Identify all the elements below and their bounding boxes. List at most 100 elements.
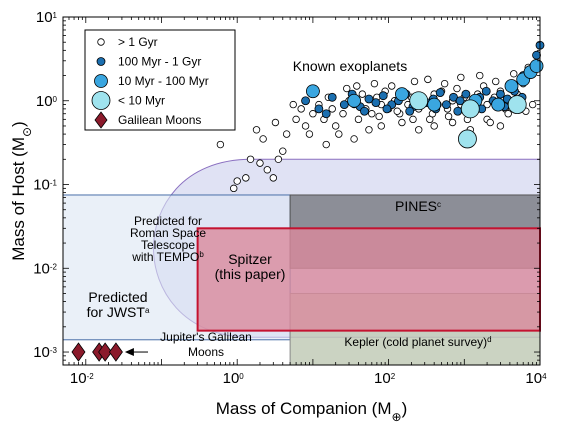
y-axis-label: Mass of Host (M⊙) [9, 121, 34, 260]
y-tick-label: 10-2 [33, 260, 57, 277]
exoplanet-point [415, 126, 423, 134]
label-pines: PINESc [395, 198, 441, 214]
x-tick-label: 10-2 [70, 370, 94, 387]
legend-label: > 1 Gyr [118, 35, 158, 49]
exoplanet-point [364, 94, 374, 104]
legend-label: 10 Myr - 100 Myr [118, 74, 209, 88]
exoplanet-point [424, 75, 432, 84]
exoplanet-point [309, 110, 317, 118]
legend-marker [97, 38, 105, 46]
exoplanet-point [322, 140, 330, 149]
exoplanet-point [448, 118, 457, 127]
y-tick-label: 10-3 [33, 344, 57, 361]
exoplanet-point [375, 112, 383, 121]
x-tick-label: 100 [223, 370, 245, 387]
exoplanet-point [370, 79, 379, 88]
exoplanet-point [269, 174, 278, 182]
exoplanet-point [282, 130, 291, 138]
exoplanet-point [455, 96, 465, 106]
exoplanet-point [358, 90, 367, 98]
legend-marker [91, 91, 111, 110]
exoplanet-point [289, 100, 297, 109]
label-roman: Predicted for Roman Space Telescope with TE… [130, 214, 206, 264]
exoplanet-point [492, 77, 500, 86]
exoplanet-point [528, 100, 537, 109]
exoplanet-point [256, 159, 264, 167]
y-tick-label: 10-1 [33, 177, 57, 194]
exoplanet-point [444, 112, 453, 121]
points-layer [71, 40, 545, 362]
exoplanet-point [529, 59, 544, 73]
exoplanet-point [491, 97, 506, 112]
exoplanet-point [242, 174, 250, 182]
galilean-moon-point [98, 342, 113, 362]
exoplanet-point [365, 126, 373, 134]
exoplanet-point [496, 122, 505, 130]
exoplanet-point [405, 106, 415, 116]
exoplanet-point [368, 110, 376, 118]
exoplanet-point [360, 106, 369, 116]
exoplanet-point [292, 115, 300, 124]
exoplanet-point [460, 99, 480, 119]
label-kepler: Kepler (cold planet survey)d [344, 335, 491, 350]
exoplanet-point [453, 106, 463, 116]
exoplanet-point [321, 109, 331, 119]
exoplanet-point [328, 105, 336, 113]
exoplanet-point [339, 110, 347, 118]
exoplanet-point [409, 115, 417, 124]
legend-box [84, 29, 236, 131]
galilean-moon-point [71, 342, 86, 362]
exoplanet-point [377, 122, 385, 130]
x-tick-label: 102 [374, 370, 396, 387]
label-known-exoplanets: Known exoplanets [293, 58, 407, 74]
exoplanet-point [354, 115, 363, 124]
exoplanet-point [457, 73, 465, 82]
legend: > 1 Gyr 100 Myr - 1 Gyr 10 Myr - 100 Myr < … [84, 29, 236, 131]
x-axis-label: Mass of Companion (M⊕) [216, 399, 407, 424]
label-spitzer: Spitzer (this paper) [215, 251, 286, 282]
exoplanet-point [430, 122, 438, 130]
exoplanet-point [371, 98, 381, 108]
exoplanet-point [297, 105, 305, 113]
exoplanet-point [440, 79, 449, 88]
exoplanet-point [271, 118, 280, 127]
labels-layer: Predicted for Roman Space Telescope with TE… [87, 58, 492, 359]
exoplanet-point [274, 155, 283, 163]
x-tick-label: 104 [525, 370, 547, 387]
exoplanet-point [532, 50, 541, 60]
label-jwst: Predicted for JWSTa [87, 289, 150, 320]
exoplanet-point [216, 140, 225, 149]
exoplanet-point [305, 84, 320, 99]
exoplanet-point [347, 93, 361, 108]
exoplanet-point [504, 79, 519, 93]
exoplanet-point [314, 104, 324, 114]
exoplanet-point [230, 184, 238, 193]
exoplanet-point [496, 89, 505, 99]
exoplanet-point [461, 89, 471, 99]
exoplanet-point [441, 100, 451, 109]
galilean-moon-point [108, 342, 123, 362]
exoplanet-point [395, 87, 409, 102]
exoplanet-point [393, 107, 401, 115]
region-spitzer [196, 227, 542, 332]
exoplanet-point [246, 155, 255, 163]
exoplanet-point [435, 88, 445, 98]
legend-label: < 10 Myr [118, 94, 165, 108]
y-tick-label: 101 [36, 9, 58, 26]
exoplanet-point [233, 177, 241, 185]
exoplanet-point [476, 71, 484, 80]
y-tick-label: 100 [36, 93, 58, 110]
exoplanet-point [453, 84, 461, 93]
exoplanet-point [382, 104, 392, 114]
exoplanet-point [305, 130, 314, 138]
exoplanet-point [353, 82, 361, 90]
exoplanet-point [458, 129, 477, 149]
exoplanet-point [301, 122, 310, 130]
exoplanet-point [339, 100, 349, 109]
ticks-layer: 10-2 100 102 104 10-3 10-2 10-1 100 101 [33, 9, 547, 387]
legend-label: Galilean Moons [118, 113, 201, 127]
exoplanet-point [398, 118, 406, 127]
legend-label: 100 Myr - 1 Gyr [118, 55, 201, 69]
exoplanet-point [263, 166, 272, 174]
